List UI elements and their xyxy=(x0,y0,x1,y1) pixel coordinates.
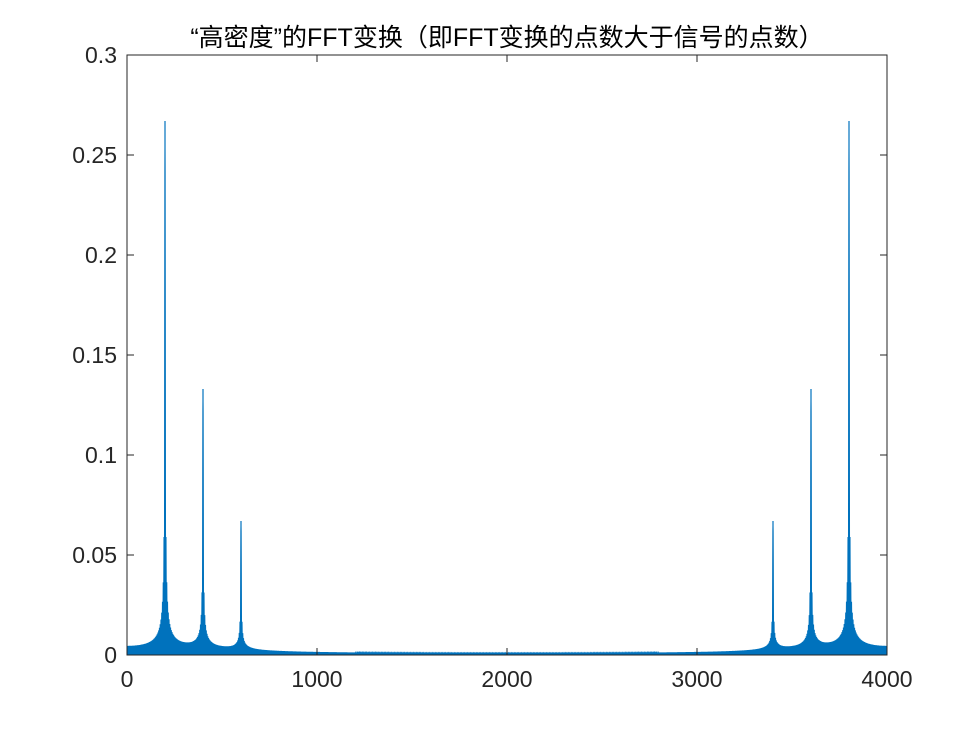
x-tick-label: 3000 xyxy=(671,666,722,692)
y-axis: 0 0.05 0.1 0.15 0.2 0.25 0.3 xyxy=(72,42,887,668)
y-tick-label: 0.15 xyxy=(72,342,117,368)
y-tick-label: 0.25 xyxy=(72,142,117,168)
plot-area xyxy=(126,120,888,656)
x-axis: 0 1000 2000 3000 4000 xyxy=(121,55,913,692)
chart-title: “高密度”的FFT变换（即FFT变换的点数大于信号的点数） xyxy=(190,24,823,52)
y-tick-label: 0 xyxy=(104,642,117,668)
y-tick-label: 0.05 xyxy=(72,542,117,568)
x-tick-label: 1000 xyxy=(291,666,342,692)
y-tick-label: 0.1 xyxy=(85,442,117,468)
y-tick-label: 0.2 xyxy=(85,242,117,268)
x-tick-label: 0 xyxy=(121,666,134,692)
x-tick-label: 2000 xyxy=(481,666,532,692)
y-tick-label: 0.3 xyxy=(85,42,117,68)
x-tick-label: 4000 xyxy=(861,666,912,692)
